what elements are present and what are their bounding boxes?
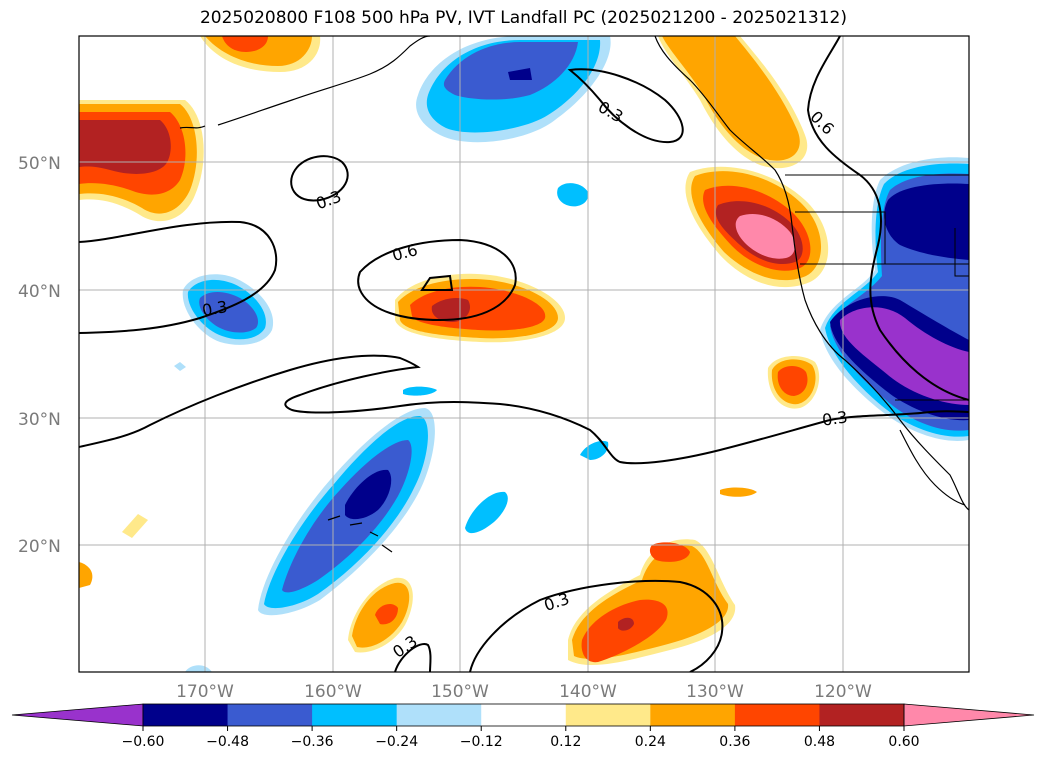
pv-orange-small-2 <box>720 487 757 497</box>
colorbar-tick-label: −0.24 <box>375 734 418 750</box>
pv-red-small-east-core <box>777 366 808 396</box>
colorbar-tick-label: 0.24 <box>635 734 666 750</box>
colorbar-segment <box>819 704 905 726</box>
contour-03-west <box>79 220 278 334</box>
pv-orange-south-center-top-red <box>649 542 690 562</box>
contour-label: 0.6 <box>390 240 420 265</box>
pv-blue-small-5 <box>174 362 186 371</box>
pv-orange-nw-coast-mid <box>662 36 800 161</box>
lat-label-30n: 30°N <box>18 410 61 430</box>
lon-label-170w: 170°W <box>176 682 234 702</box>
lat-axis: 50°N 40°N 30°N 20°N <box>18 154 61 557</box>
pv-shading <box>79 36 969 672</box>
pv-orange-top-left-core <box>222 36 268 52</box>
coastline-alaska <box>217 36 431 126</box>
pv-red-left-core <box>79 120 171 174</box>
pv-yellow-small-1 <box>122 514 148 538</box>
contour-03-alaska <box>567 68 684 144</box>
colorbar-extend-min <box>11 703 144 727</box>
contour-06-center <box>357 238 517 322</box>
pc-contours <box>79 36 969 672</box>
lon-axis: 170°W 160°W 150°W 140°W 130°W 120°W <box>176 682 872 702</box>
pv-blue-diagonal-inner <box>345 469 392 520</box>
contour-06-coast <box>806 36 969 401</box>
colorbar-segment <box>481 704 567 726</box>
pv-blue-gulf-alaska-inner <box>508 68 532 80</box>
pv-blue-small-3 <box>580 440 609 460</box>
coastlines <box>179 36 969 553</box>
colorbar: −0.60 −0.48 −0.36 −0.24 −0.12 0.12 0.24 0.36 0.4… <box>11 703 1035 750</box>
pv-blue-bottom-left-edge <box>185 665 212 672</box>
contour-03-south <box>469 579 724 672</box>
colorbar-tick-label: 0.36 <box>719 734 750 750</box>
colorbar-tick-label: 0.60 <box>888 734 919 750</box>
colorbar-extend-max <box>903 703 1035 727</box>
lat-label-40n: 40°N <box>18 282 61 302</box>
contour-label: 0.6 <box>806 107 837 138</box>
contour-label: 0.3 <box>821 407 849 429</box>
pv-blue-small-4 <box>403 386 437 396</box>
pv-orange-south-center-red <box>581 599 668 663</box>
colorbar-frame <box>142 703 905 727</box>
coastline-baja <box>899 429 966 506</box>
lon-label-160w: 160°W <box>304 682 362 702</box>
border-state-3 <box>954 228 969 277</box>
pv-purple-east <box>839 307 969 405</box>
pv-orange-south-left-core <box>375 604 398 625</box>
contour-label: 0.3 <box>201 297 229 320</box>
lon-label-130w: 130°W <box>686 682 744 702</box>
pv-blue-gulf-alaska-core <box>443 42 578 100</box>
pv-red-nw-coast-pink <box>735 213 795 259</box>
contour-03-mid <box>79 354 969 465</box>
lat-label-50n: 50°N <box>18 154 61 174</box>
lon-label-140w: 140°W <box>559 682 617 702</box>
colorbar-segment <box>650 704 736 726</box>
colorbar-tick-label: 0.12 <box>550 734 581 750</box>
colorbar-tick-label: −0.36 <box>291 734 334 750</box>
pv-orange-small-left-edge <box>79 562 93 588</box>
pv-orange-south-center-darkred <box>618 617 634 631</box>
colorbar-segment <box>227 704 313 726</box>
pv-navy-east <box>884 183 969 260</box>
graticule <box>79 36 969 672</box>
pv-blue-small-1 <box>557 183 589 207</box>
pv-blue-west-40n-core <box>199 292 259 333</box>
colorbar-tick-label: −0.48 <box>206 734 249 750</box>
colorbar-tick-label: −0.60 <box>122 734 165 750</box>
colorbar-tick-label: −0.12 <box>460 734 503 750</box>
map-frame <box>78 35 970 673</box>
lat-label-20n: 20°N <box>18 537 61 557</box>
contour-label: 0.3 <box>542 589 572 615</box>
border-state-1 <box>795 211 969 265</box>
contour-small-center <box>420 274 454 291</box>
contour-03-south-small <box>394 643 432 672</box>
pv-blue-small-2 <box>465 491 508 534</box>
lon-label-150w: 150°W <box>431 682 489 702</box>
colorbar-segment <box>396 704 482 726</box>
colorbar-segment <box>565 704 651 726</box>
page-title: 2025020800 F108 500 hPa PV, IVT Landfall… <box>199 8 847 28</box>
colorbar-segment <box>143 704 229 726</box>
coastline-nw-coast <box>654 36 969 511</box>
contour-03-small <box>290 155 349 202</box>
colorbar-segment <box>734 704 820 726</box>
colorbar-tick-label: 0.48 <box>804 734 835 750</box>
coastline-hawaii <box>327 515 393 553</box>
colorbar-segment <box>312 704 398 726</box>
coastline-alaska-peninsula <box>179 125 206 129</box>
lon-label-120w: 120°W <box>814 682 872 702</box>
borders <box>785 174 969 401</box>
